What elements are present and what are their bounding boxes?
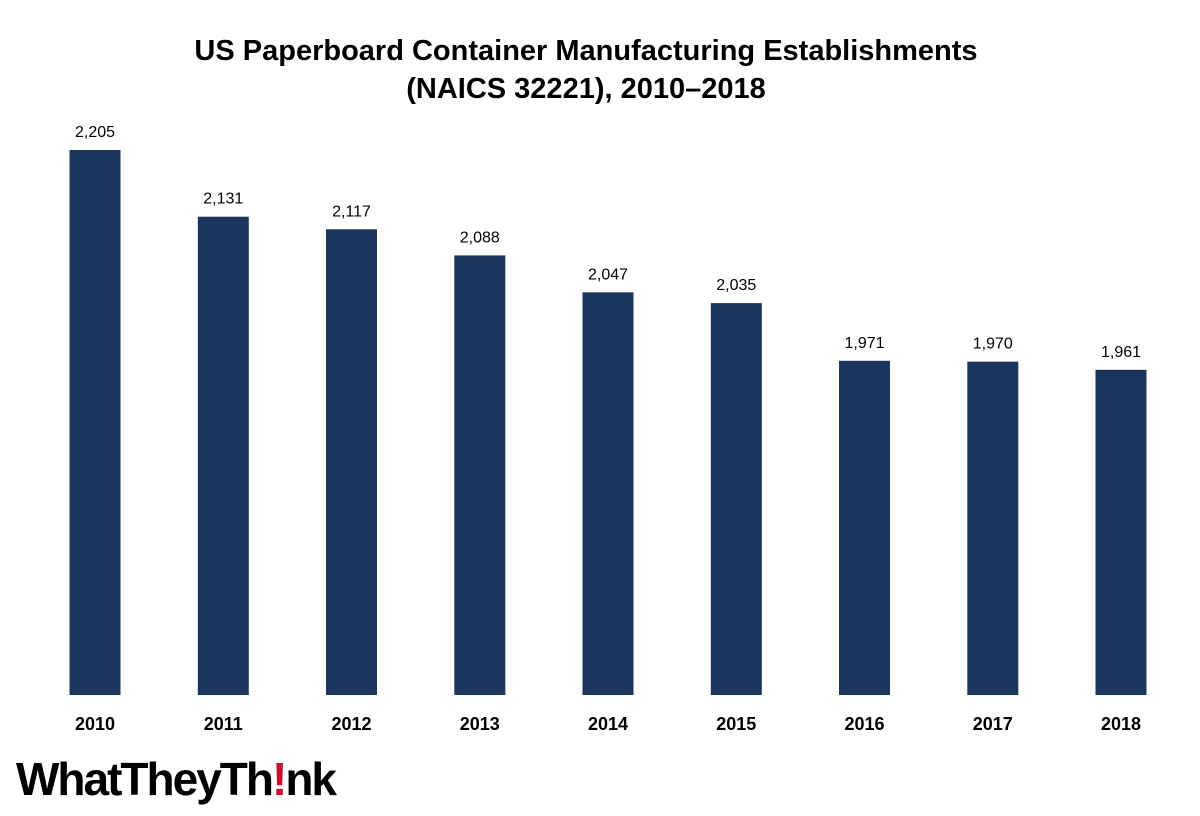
x-tick-label-2018: 2018 [1101,714,1141,734]
bar-2010 [69,150,121,695]
value-label-2012: 2,117 [332,203,371,220]
value-label-2014: 2,047 [588,266,628,283]
x-tick-label-2013: 2013 [460,714,500,734]
bar-2016 [839,360,890,695]
x-tick-label-2017: 2017 [973,714,1013,734]
value-label-2011: 2,131 [203,191,243,208]
value-label-2015: 2,035 [716,277,756,294]
whattheythink-logo: WhatTheyTh!nk [16,753,339,805]
x-tick-label-2012: 2012 [331,714,371,734]
value-label-2018: 1,961 [1101,344,1141,361]
x-tick-label-group: 2010 2011 2012 2013 2014 2015 2016 2017 2018 [75,714,1141,734]
bar-2018 [1095,369,1147,695]
bar-group [69,150,1147,696]
bar-2014 [582,292,634,695]
value-label-2016: 1,971 [844,335,884,352]
chart-title-line-2: (NAICS 32221), 2010–2018 [406,73,766,105]
value-label-2010: 2,205 [75,124,115,141]
value-label-2013: 2,088 [460,229,500,246]
x-tick-label-2010: 2010 [75,714,115,734]
bar-2013 [454,255,506,695]
bar-2015 [710,303,762,695]
value-label-group: 2,205 2,131 2,117 2,088 2,047 2,035 1,971 1,970… [75,124,1141,361]
svg-text:WhatTheyTh!nk: WhatTheyTh!nk [16,753,337,805]
x-tick-label-2016: 2016 [844,714,884,734]
bar-2011 [197,216,249,695]
bar-2012 [326,229,377,696]
x-tick-label-2015: 2015 [716,714,756,734]
chart-title-line-1: US Paperboard Container Manufacturing Es… [194,35,977,67]
x-tick-label-2011: 2011 [204,714,243,734]
bar-2017 [967,361,1019,695]
value-label-2017: 1,970 [973,336,1013,353]
x-tick-label-2014: 2014 [588,714,628,734]
